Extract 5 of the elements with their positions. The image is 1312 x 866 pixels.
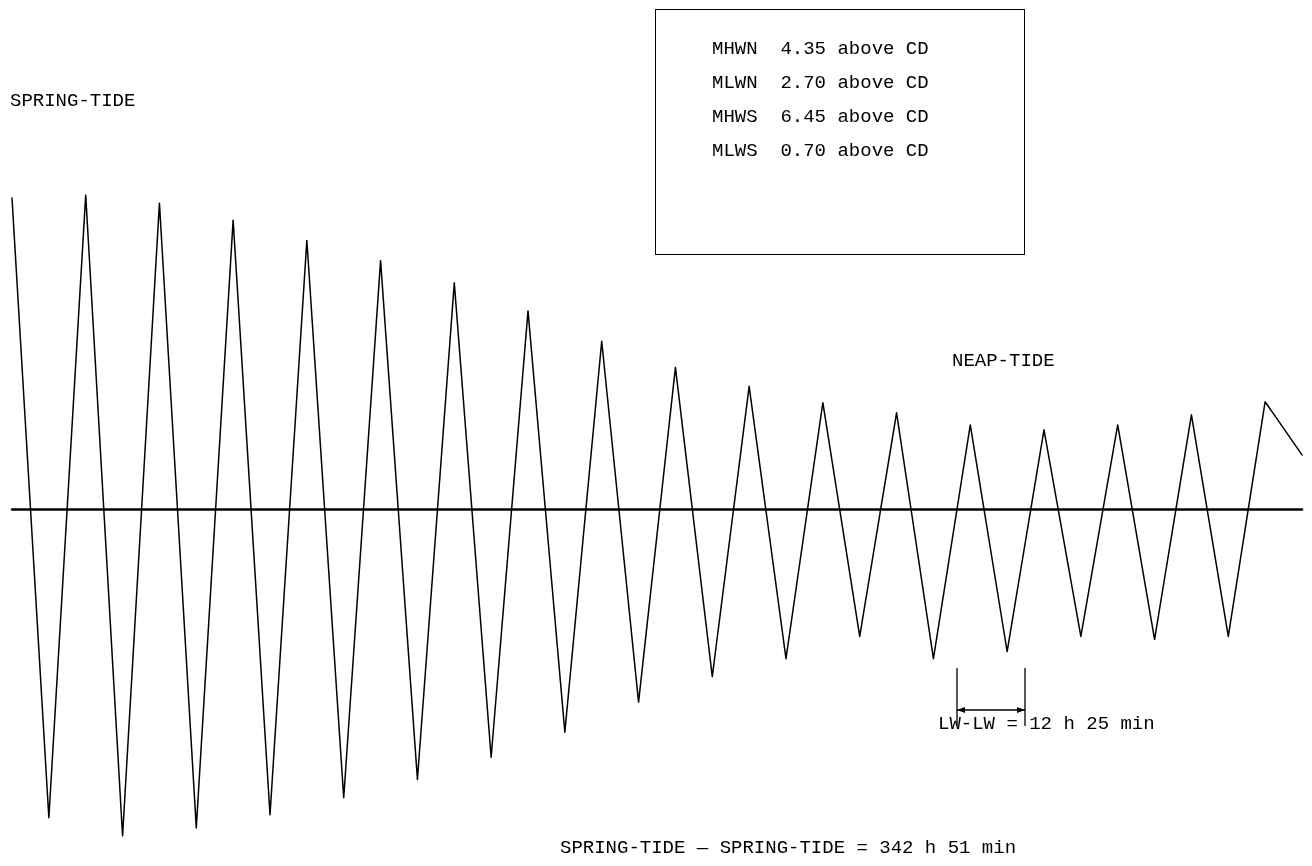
- text: SPRING-TIDE — SPRING-TIDE = 342 h 51 min: [560, 837, 1017, 859]
- annotation: LW-LW = 12 h 25 min: [938, 713, 1155, 735]
- text: SPRING-TIDE: [10, 90, 136, 112]
- text-box: MHWN 4.35 above CD MLWN 2.70 above CD MHWS 6.45 above CD MLWS 0.70 above CD: [655, 9, 1025, 255]
- annotation: NEAP-TIDE: [952, 350, 1055, 372]
